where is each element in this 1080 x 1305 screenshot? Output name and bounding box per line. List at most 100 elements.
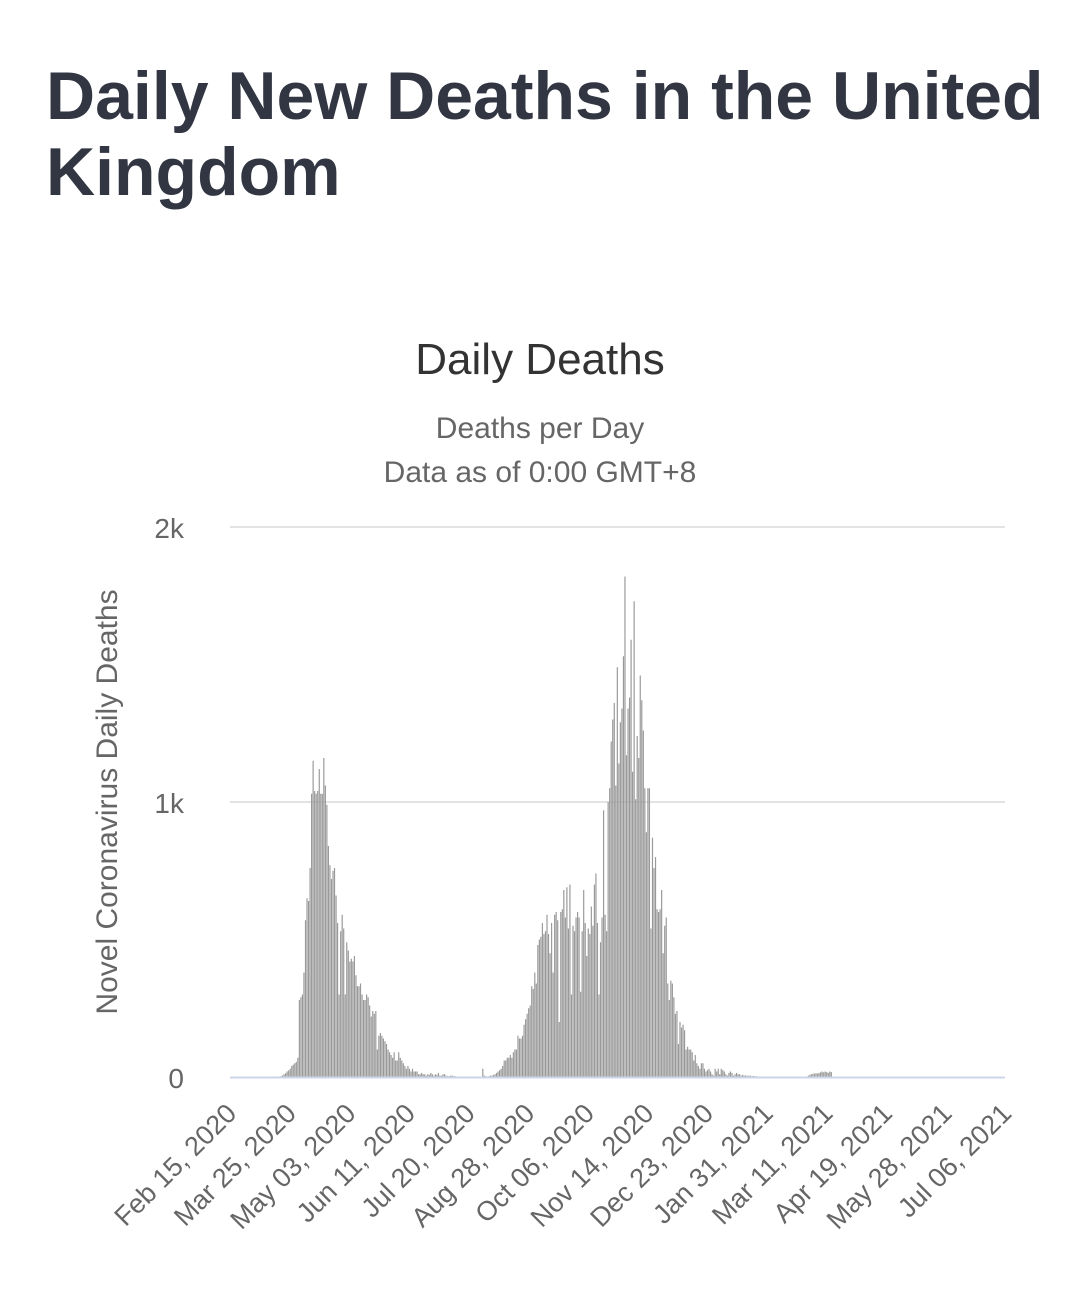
bar xyxy=(632,772,633,1077)
bar xyxy=(395,1061,396,1078)
bar xyxy=(527,1014,528,1077)
bar xyxy=(676,1011,677,1077)
bar xyxy=(313,761,314,1077)
bar xyxy=(699,1069,700,1077)
bar xyxy=(319,769,320,1077)
bar xyxy=(649,788,650,1077)
bar xyxy=(331,879,332,1077)
y-tick-label: 2k xyxy=(154,513,185,544)
bar xyxy=(401,1061,402,1078)
bar xyxy=(394,1052,395,1077)
bar xyxy=(332,871,333,1077)
bar xyxy=(601,918,602,1078)
bar xyxy=(571,995,572,1078)
bar xyxy=(421,1073,422,1077)
bar xyxy=(334,868,335,1077)
bar xyxy=(406,1069,407,1077)
bar xyxy=(499,1070,500,1077)
chart-subtitle-line-1: Deaths per Day xyxy=(436,412,644,445)
bar xyxy=(617,667,618,1077)
bar xyxy=(549,953,550,1077)
bar xyxy=(681,1028,682,1078)
bar xyxy=(384,1041,385,1077)
bar xyxy=(403,1063,404,1077)
bar xyxy=(572,926,573,1077)
bar xyxy=(565,918,566,1078)
bar xyxy=(520,1039,521,1078)
bar xyxy=(724,1072,725,1078)
bar xyxy=(661,890,662,1077)
bar xyxy=(339,995,340,1078)
bar xyxy=(511,1058,512,1077)
bar xyxy=(563,890,564,1077)
bar xyxy=(363,1000,364,1077)
bar xyxy=(523,1025,524,1077)
bar xyxy=(696,1063,697,1077)
bar xyxy=(378,1036,379,1077)
bar xyxy=(380,1033,381,1077)
bar xyxy=(323,758,324,1077)
bar xyxy=(548,934,549,1077)
bar xyxy=(679,1022,680,1077)
bar xyxy=(546,915,547,1077)
bar xyxy=(543,934,544,1077)
bar xyxy=(343,929,344,1078)
bar xyxy=(829,1072,830,1078)
bar xyxy=(600,942,601,1077)
bar xyxy=(294,1063,295,1077)
bar xyxy=(701,1063,702,1077)
chart-title: Daily Deaths xyxy=(415,335,664,384)
bar xyxy=(582,931,583,1077)
bar xyxy=(416,1072,417,1078)
bar xyxy=(371,1017,372,1078)
bar xyxy=(507,1058,508,1077)
bar xyxy=(357,986,358,1077)
bar xyxy=(530,1006,531,1078)
bar xyxy=(575,918,576,1078)
bar xyxy=(559,1022,560,1077)
bar xyxy=(655,857,656,1077)
bar xyxy=(656,909,657,1077)
bar xyxy=(412,1069,413,1077)
bar xyxy=(536,984,537,1078)
bar xyxy=(698,1066,699,1077)
bar xyxy=(342,915,343,1077)
bar xyxy=(621,709,622,1078)
bar xyxy=(730,1072,731,1078)
bar xyxy=(383,1039,384,1078)
bar xyxy=(672,984,673,1078)
bar xyxy=(302,995,303,1078)
bar xyxy=(351,959,352,1077)
bar xyxy=(589,934,590,1077)
bar xyxy=(381,1036,382,1077)
bar xyxy=(337,923,338,1077)
bar xyxy=(627,709,628,1078)
bar xyxy=(328,846,329,1077)
bar xyxy=(299,1000,300,1077)
bar xyxy=(346,942,347,1077)
bar xyxy=(568,929,569,1078)
bar xyxy=(513,1052,514,1077)
bar xyxy=(819,1073,820,1077)
bar xyxy=(692,1052,693,1077)
bar xyxy=(624,577,625,1078)
bar xyxy=(823,1072,824,1077)
bar xyxy=(608,802,609,1077)
bar xyxy=(618,764,619,1078)
bar xyxy=(539,940,540,1078)
bar xyxy=(825,1072,826,1078)
bar xyxy=(317,791,318,1077)
bar xyxy=(678,1044,679,1077)
bar xyxy=(300,997,301,1077)
bar xyxy=(820,1072,821,1077)
bar-series xyxy=(273,577,832,1078)
bar xyxy=(374,1014,375,1077)
bar xyxy=(716,1072,717,1078)
bar xyxy=(580,992,581,1077)
bar xyxy=(673,997,674,1077)
bar xyxy=(637,736,638,1077)
bar xyxy=(522,1036,523,1077)
bar xyxy=(693,1061,694,1078)
bar xyxy=(640,676,641,1078)
